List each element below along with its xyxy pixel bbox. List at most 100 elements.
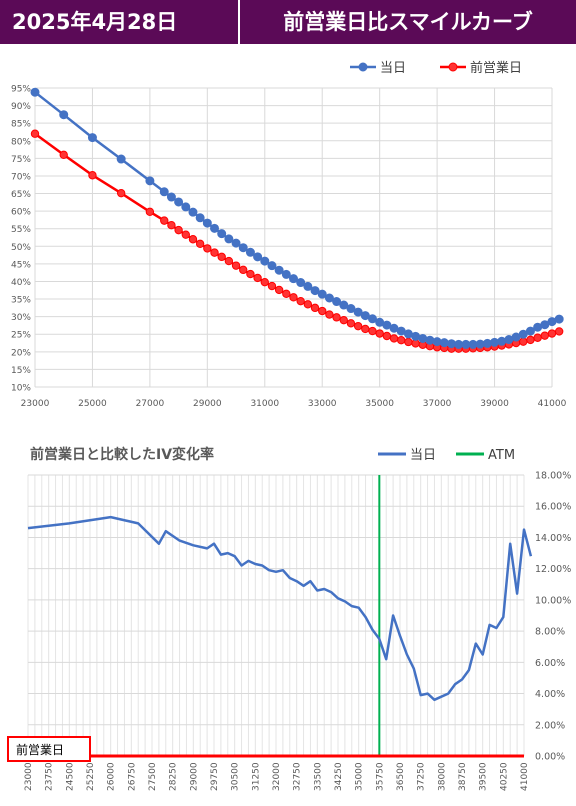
y-tick-label: 8.00%	[535, 627, 565, 638]
y-tick-label: 90%	[11, 102, 31, 112]
data-point	[210, 248, 219, 257]
x-tick-label: 35000	[355, 762, 365, 791]
y-tick-label: 30%	[11, 313, 31, 323]
iv-change-chart: 0.00% 2.00% 4.00% 6.00% 8.00% 10.00% 12.00% 14.…	[7, 446, 571, 791]
data-point	[310, 303, 320, 313]
header-bar: 2025年4月28日 前営業日比スマイルカーブ	[0, 0, 576, 44]
data-point	[260, 277, 269, 287]
data-point	[224, 256, 234, 266]
x-tick-label: 29750	[210, 762, 220, 791]
y-tick-label: 55%	[11, 225, 31, 235]
legend-marker	[448, 62, 458, 72]
data-point	[116, 154, 126, 164]
data-point	[181, 202, 191, 212]
x-tick-label: 31000	[250, 399, 279, 409]
data-point	[296, 278, 306, 288]
x-tick-label: 31250	[251, 762, 261, 791]
data-point	[202, 218, 212, 228]
x-tick-label: 35000	[365, 399, 394, 409]
y-tick-label: 75%	[11, 155, 31, 165]
y-tick-label: 18.00%	[535, 471, 571, 482]
data-point	[217, 229, 227, 239]
data-point	[310, 286, 320, 296]
x-tick-label: 26000	[107, 762, 117, 791]
data-point	[497, 336, 507, 346]
data-point	[547, 329, 557, 338]
y-tick-label: 0.00%	[535, 752, 565, 763]
data-point	[353, 321, 363, 331]
data-point	[404, 337, 413, 347]
data-point	[253, 252, 263, 262]
legend-label: 前営業日	[470, 60, 522, 76]
x-tick-label: 40250	[499, 762, 509, 791]
data-point	[346, 304, 356, 314]
x-tick-label: 27500	[148, 762, 158, 791]
data-point	[217, 252, 226, 262]
data-point	[260, 256, 270, 266]
y-tick-label: 85%	[11, 120, 31, 130]
data-point	[159, 187, 169, 197]
data-point	[181, 230, 190, 239]
data-point	[195, 239, 205, 249]
data-point	[303, 300, 313, 309]
legend-label: ATM	[488, 448, 515, 463]
y-tick-label: 45%	[11, 260, 31, 270]
y-tick-label: 10%	[11, 384, 31, 394]
chart-title: 前営業日と比較したIV変化率	[30, 446, 214, 463]
data-point	[145, 207, 155, 217]
y-tick-label: 80%	[11, 137, 31, 147]
x-tick-label: 23750	[45, 762, 55, 791]
data-point	[245, 247, 255, 257]
data-point	[325, 310, 334, 319]
data-point	[239, 265, 248, 275]
x-tick-label: 25000	[78, 399, 107, 409]
data-point	[317, 289, 327, 299]
data-point	[289, 274, 298, 284]
x-tick-label: 25250	[86, 762, 96, 791]
smile-curve-panel: 10% 15% 20% 25% 30% 35% 40% 45% 50% 55% 60% 65% 70% 7…	[0, 46, 576, 418]
x-tick-label: 32750	[293, 762, 303, 791]
x-tick-label: 39000	[480, 399, 509, 409]
x-tick-label: 24500	[65, 762, 75, 791]
series-line-today	[34, 91, 560, 346]
data-point	[353, 307, 363, 317]
data-point	[210, 223, 220, 233]
x-tick-label: 32000	[272, 762, 282, 791]
y-tick-label: 4.00%	[535, 689, 565, 700]
data-point	[368, 326, 377, 336]
data-point	[418, 333, 428, 343]
x-tick-label: 33500	[313, 762, 323, 791]
data-point	[554, 327, 564, 336]
data-point	[145, 176, 155, 186]
data-point	[397, 336, 406, 345]
data-point	[296, 296, 305, 306]
data-point	[30, 129, 40, 138]
header-divider	[238, 0, 240, 44]
data-point	[432, 337, 442, 347]
x-tick-label: 36500	[396, 762, 406, 791]
data-point	[88, 171, 97, 180]
data-point	[231, 238, 241, 248]
y-tick-label: 35%	[11, 296, 31, 306]
y-tick-label: 60%	[11, 208, 31, 218]
baseline-label: 前営業日	[16, 742, 64, 757]
data-point	[332, 297, 342, 307]
data-point	[274, 265, 284, 275]
x-tick-label: 35750	[375, 762, 385, 791]
data-point	[332, 313, 341, 322]
data-point	[167, 220, 176, 230]
data-point	[361, 324, 370, 334]
y-tick-label: 25%	[11, 331, 31, 341]
report-date: 2025年4月28日	[12, 10, 178, 34]
data-point	[274, 285, 284, 295]
y-tick-label: 40%	[11, 278, 31, 288]
x-tick-label: 39500	[479, 762, 489, 791]
data-point	[389, 334, 399, 343]
x-tick-label: 27000	[136, 399, 165, 409]
y-tick-label: 70%	[11, 172, 31, 182]
data-point	[375, 329, 384, 338]
x-tick-label: 30500	[231, 762, 241, 791]
smile-curve-chart: 10% 15% 20% 25% 30% 35% 40% 45% 50% 55% 60% 65% 70% 7…	[11, 60, 567, 409]
data-point	[282, 289, 291, 298]
data-point	[324, 293, 334, 303]
